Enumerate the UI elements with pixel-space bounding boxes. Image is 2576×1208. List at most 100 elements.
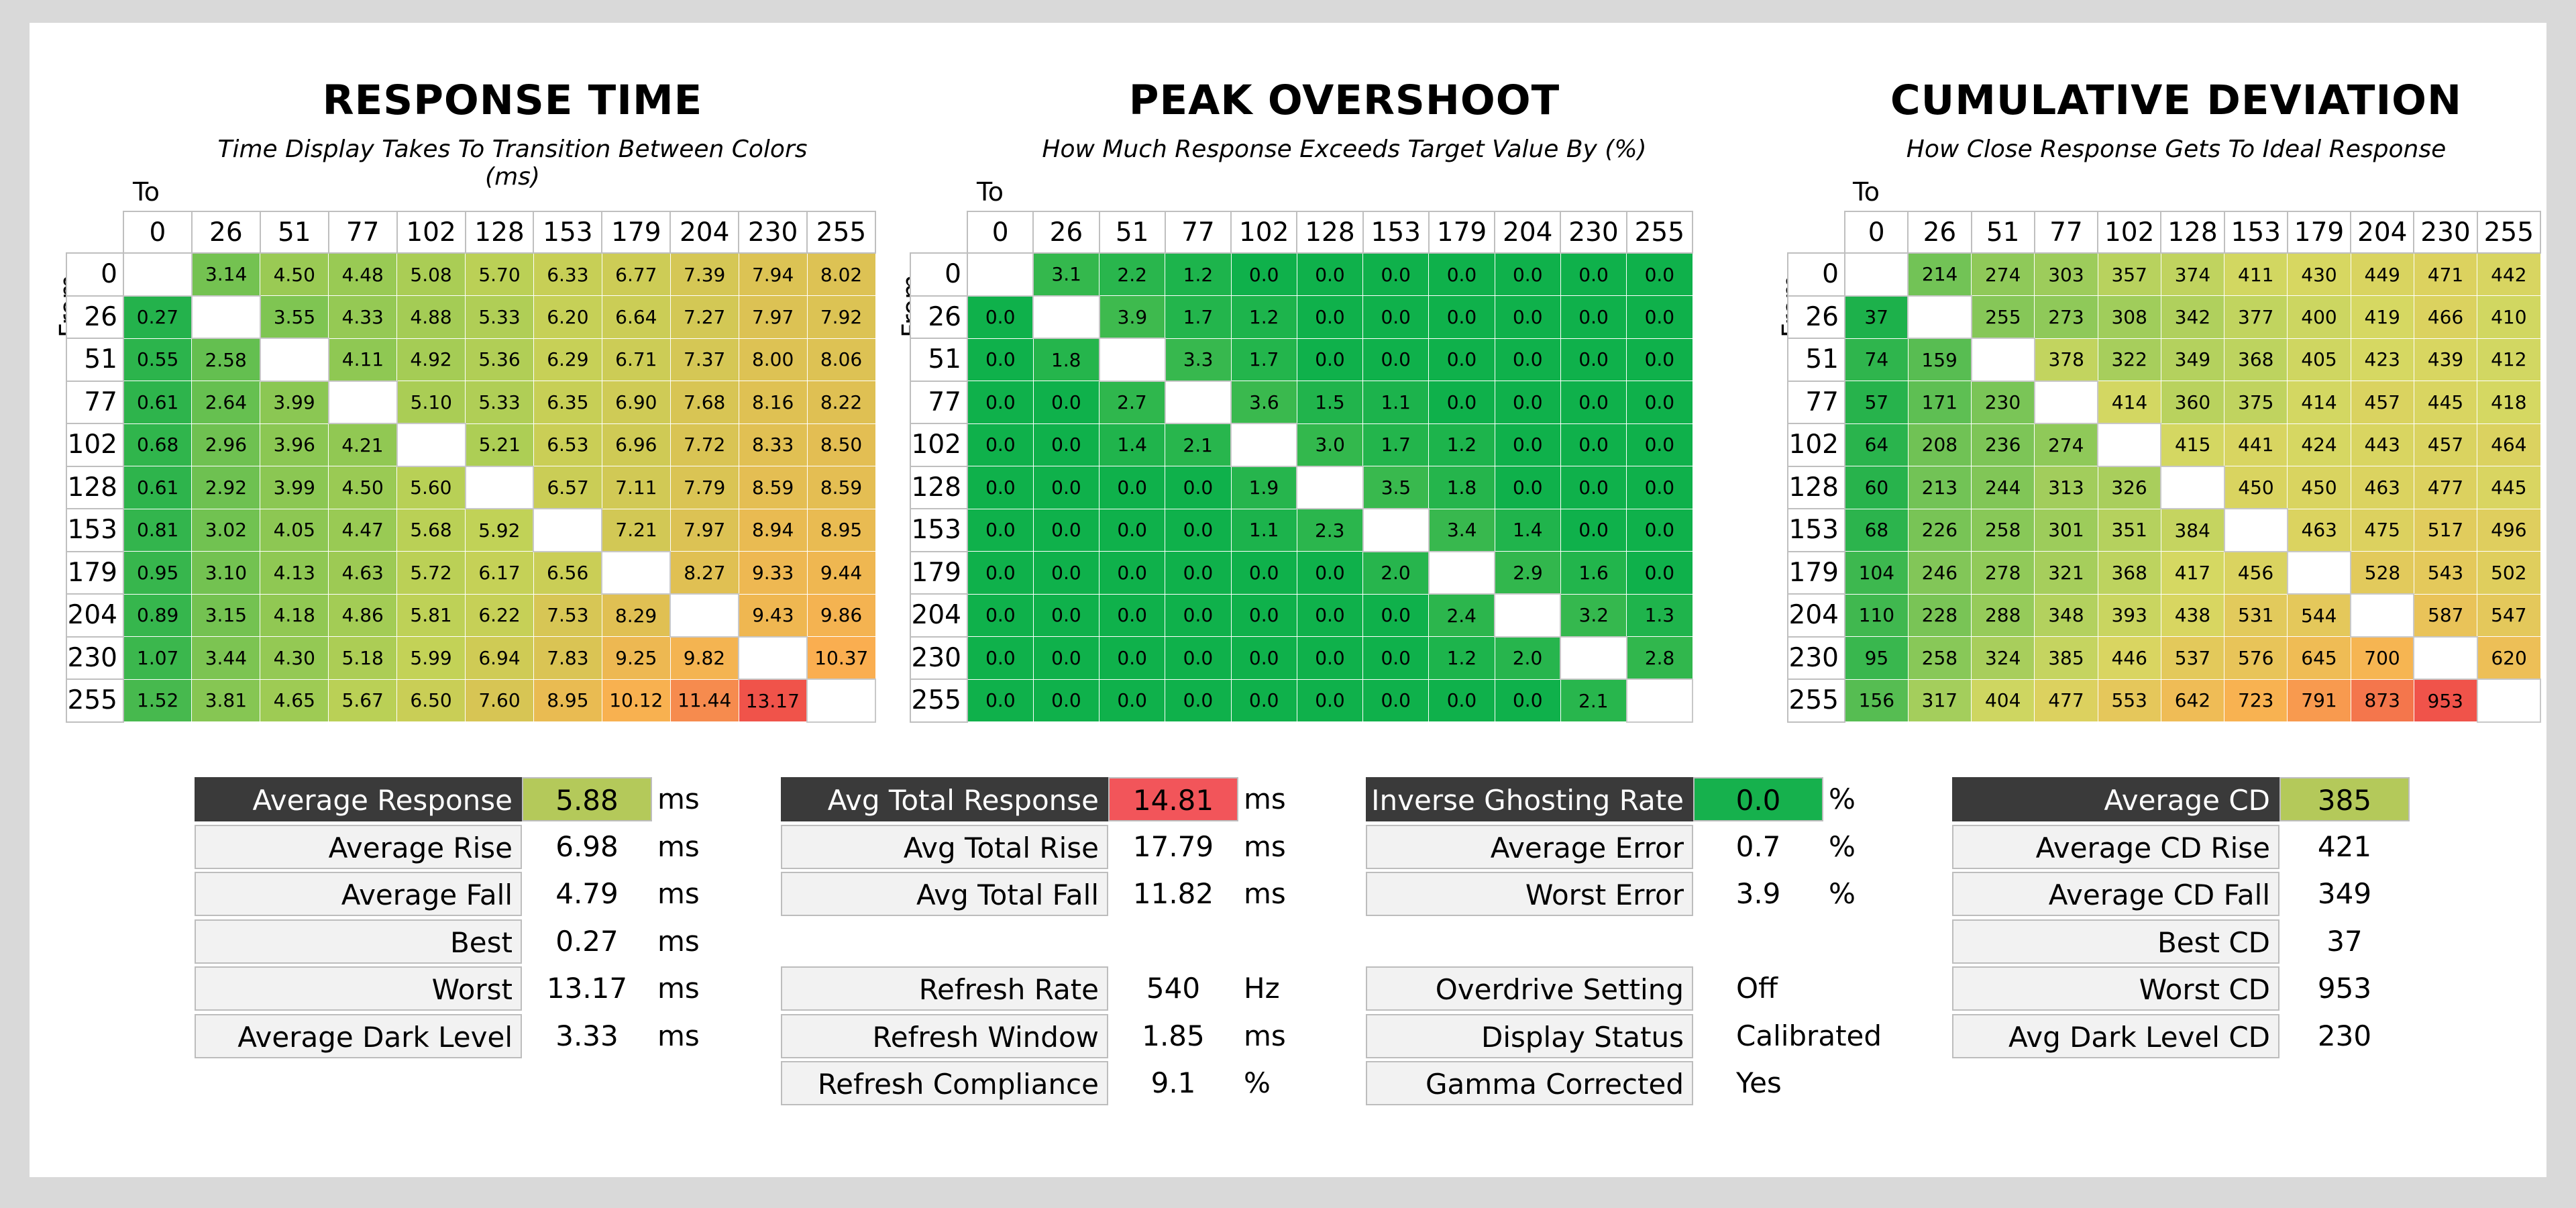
x-tick-label: 128 — [2160, 211, 2225, 254]
heatmap-cell: 274 — [2034, 423, 2098, 466]
stat-value: Off — [1736, 972, 1778, 1005]
heatmap-cell: 9.86 — [806, 593, 876, 637]
heatmap-cell: 417 — [2160, 551, 2225, 595]
stat-unit: ms — [657, 1019, 700, 1052]
heatmap-cell: 4.47 — [328, 508, 398, 552]
heatmap-cell: 528 — [2350, 551, 2414, 595]
heatmap-cell: 8.95 — [806, 508, 876, 552]
heatmap-cell: 3.96 — [260, 423, 329, 466]
heatmap-cell: 0.0 — [1560, 423, 1627, 466]
heatmap-cell: 6.33 — [533, 252, 602, 296]
heatmap-cell: 1.4 — [1099, 423, 1166, 466]
heatmap-cell: 442 — [2477, 252, 2541, 296]
heatmap-cell: 326 — [2097, 466, 2161, 509]
heatmap-cell: 6.94 — [465, 636, 534, 680]
heatmap-cell: 438 — [2160, 593, 2225, 637]
y-tick-label: 204 — [1787, 593, 1845, 638]
heatmap-cell: 7.79 — [669, 466, 739, 509]
heatmap-cell: 1.4 — [1494, 508, 1561, 552]
heatmap-cell: 0.0 — [1165, 551, 1232, 595]
heatmap-cell: 10.12 — [601, 678, 671, 722]
heatmap-cell: 5.99 — [396, 636, 466, 680]
heatmap-cell: 0.27 — [123, 295, 193, 339]
heatmap-cell: 7.83 — [533, 636, 602, 680]
heatmap-cell: 0.0 — [1032, 381, 1100, 424]
heatmap-cell: 2.8 — [1626, 636, 1693, 680]
y-tick-label: 51 — [66, 338, 124, 382]
heatmap-cell: 0.68 — [123, 423, 193, 466]
heatmap-cell: 0.61 — [123, 466, 193, 509]
heatmap-cell: 8.50 — [806, 423, 876, 466]
stat-value: 17.79 — [1132, 829, 1214, 863]
heatmap-diagonal-cell — [1164, 380, 1232, 424]
heatmap-cell: 0.0 — [967, 551, 1034, 595]
heatmap-cell: 441 — [2224, 423, 2288, 466]
heatmap-cell: 0.0 — [967, 381, 1034, 424]
heatmap-cell: 1.2 — [1428, 423, 1495, 466]
heatmap-cell: 0.0 — [1362, 636, 1430, 680]
heatmap-cell: 424 — [2287, 423, 2351, 466]
heatmap-cell: 4.88 — [396, 295, 466, 339]
heatmap-cell: 0.0 — [1494, 466, 1561, 509]
x-tick-label: 153 — [2223, 211, 2288, 254]
heatmap-cell: 0.0 — [967, 636, 1034, 680]
heatmap-cell: 0.0 — [1494, 381, 1561, 424]
stat-unit: ms — [657, 877, 700, 910]
heatmap-cell: 303 — [2034, 252, 2098, 296]
heatmap-cell: 1.8 — [1032, 338, 1100, 381]
heatmap-cell: 415 — [2160, 423, 2225, 466]
heatmap-cell: 537 — [2160, 636, 2225, 680]
heatmap-cell: 156 — [1844, 678, 1909, 722]
y-tick-label: 255 — [1787, 678, 1845, 723]
heatmap-cell: 3.2 — [1560, 593, 1627, 637]
heatmap-diagonal-cell — [2160, 465, 2225, 509]
x-axis-label: To — [977, 177, 1004, 207]
y-tick-label: 0 — [910, 252, 968, 297]
heatmap-cell: 246 — [1907, 551, 1972, 595]
heatmap-cell: 0.61 — [123, 381, 193, 424]
heatmap-cell: 7.94 — [738, 252, 808, 296]
heatmap-diagonal-cell — [1362, 508, 1430, 552]
chart-subtitle: How Close Response Gets To Ideal Respons… — [1906, 136, 2447, 163]
heatmap-cell: 1.1 — [1362, 381, 1430, 424]
heatmap-cell: 7.72 — [669, 423, 739, 466]
stat-label: Worst CD — [1952, 966, 2279, 1011]
heatmap-cell: 405 — [2287, 338, 2351, 381]
heatmap-cell: 9.25 — [601, 636, 671, 680]
heatmap-cell: 384 — [2160, 508, 2225, 552]
heatmap-cell: 244 — [1971, 466, 2035, 509]
heatmap-cell: 9.43 — [738, 593, 808, 637]
heatmap-cell: 7.53 — [533, 593, 602, 637]
heatmap-cell: 5.68 — [396, 508, 466, 552]
heatmap-diagonal-cell — [1907, 295, 1972, 339]
heatmap-cell: 0.0 — [1626, 508, 1693, 552]
heatmap-diagonal-cell — [2350, 593, 2415, 638]
heatmap-cell: 8.59 — [738, 466, 808, 509]
heatmap-cell: 0.0 — [1099, 678, 1166, 722]
heatmap-cell: 6.96 — [601, 423, 671, 466]
heatmap-cell: 7.39 — [669, 252, 739, 296]
heatmap-cell: 3.99 — [260, 381, 329, 424]
heatmap-cell: 278 — [1971, 551, 2035, 595]
heatmap-cell: 0.0 — [1296, 593, 1364, 637]
heatmap-cell: 0.0 — [1362, 252, 1430, 296]
stat-label: Average CD Fall — [1952, 872, 2279, 916]
heatmap-cell: 449 — [2350, 252, 2414, 296]
heatmap-cell: 0.0 — [1296, 252, 1364, 296]
heatmap-cell: 475 — [2350, 508, 2414, 552]
heatmap-cell: 2.7 — [1099, 381, 1166, 424]
heatmap-cell: 375 — [2224, 381, 2288, 424]
heatmap-diagonal-cell — [2033, 380, 2099, 424]
y-tick-label: 179 — [1787, 550, 1845, 595]
heatmap-cell: 5.36 — [465, 338, 534, 381]
heatmap-cell: 0.0 — [1230, 636, 1297, 680]
heatmap-cell: 0.0 — [967, 295, 1034, 339]
heatmap-cell: 0.0 — [1626, 551, 1693, 595]
heatmap-cell: 0.0 — [967, 508, 1034, 552]
y-tick-label: 128 — [66, 465, 124, 509]
heatmap-cell: 0.55 — [123, 338, 193, 381]
heatmap-cell: 8.94 — [738, 508, 808, 552]
heatmap-cell: 3.55 — [260, 295, 329, 339]
stat-unit: % — [1244, 1066, 1271, 1099]
heatmap-cell: 317 — [1907, 678, 1972, 722]
